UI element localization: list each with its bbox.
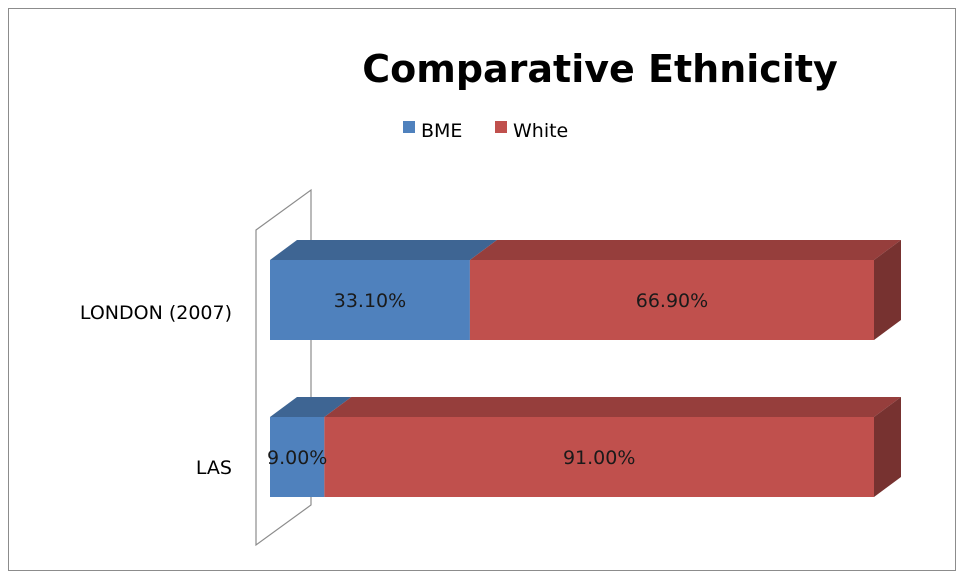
bar-bme-london: [270, 260, 470, 340]
bar-side-white-las: [874, 397, 901, 497]
category-label-london: LONDON (2007): [80, 302, 232, 324]
legend-label-white: White: [513, 120, 568, 142]
bar-top-bme-london: [270, 240, 497, 260]
axis-wall: [255, 188, 312, 547]
bar-bme-las: [270, 417, 325, 497]
data-label-bme-london: 33.10%: [334, 290, 406, 312]
bars: 33.10% 66.90% 9.00% 91.00%: [267, 240, 901, 497]
chart-title: Comparative Ethnicity: [362, 47, 838, 91]
bar-white-london: [469, 260, 874, 340]
legend: BME White: [403, 120, 568, 142]
category-label-las: LAS: [196, 457, 232, 479]
bar-side-white-london: [874, 240, 901, 340]
bar-top-bme-las: [270, 397, 352, 417]
data-label-white-las: 91.00%: [563, 447, 635, 469]
bar-top-white-london: [469, 240, 901, 260]
data-label-white-london: 66.90%: [636, 290, 708, 312]
bar-white-las: [324, 417, 874, 497]
legend-swatch-white: [495, 121, 507, 133]
legend-swatch-bme: [403, 121, 415, 133]
bar-top-white-las: [324, 397, 901, 417]
legend-label-bme: BME: [421, 120, 462, 142]
data-label-bme-las: 9.00%: [267, 447, 327, 469]
